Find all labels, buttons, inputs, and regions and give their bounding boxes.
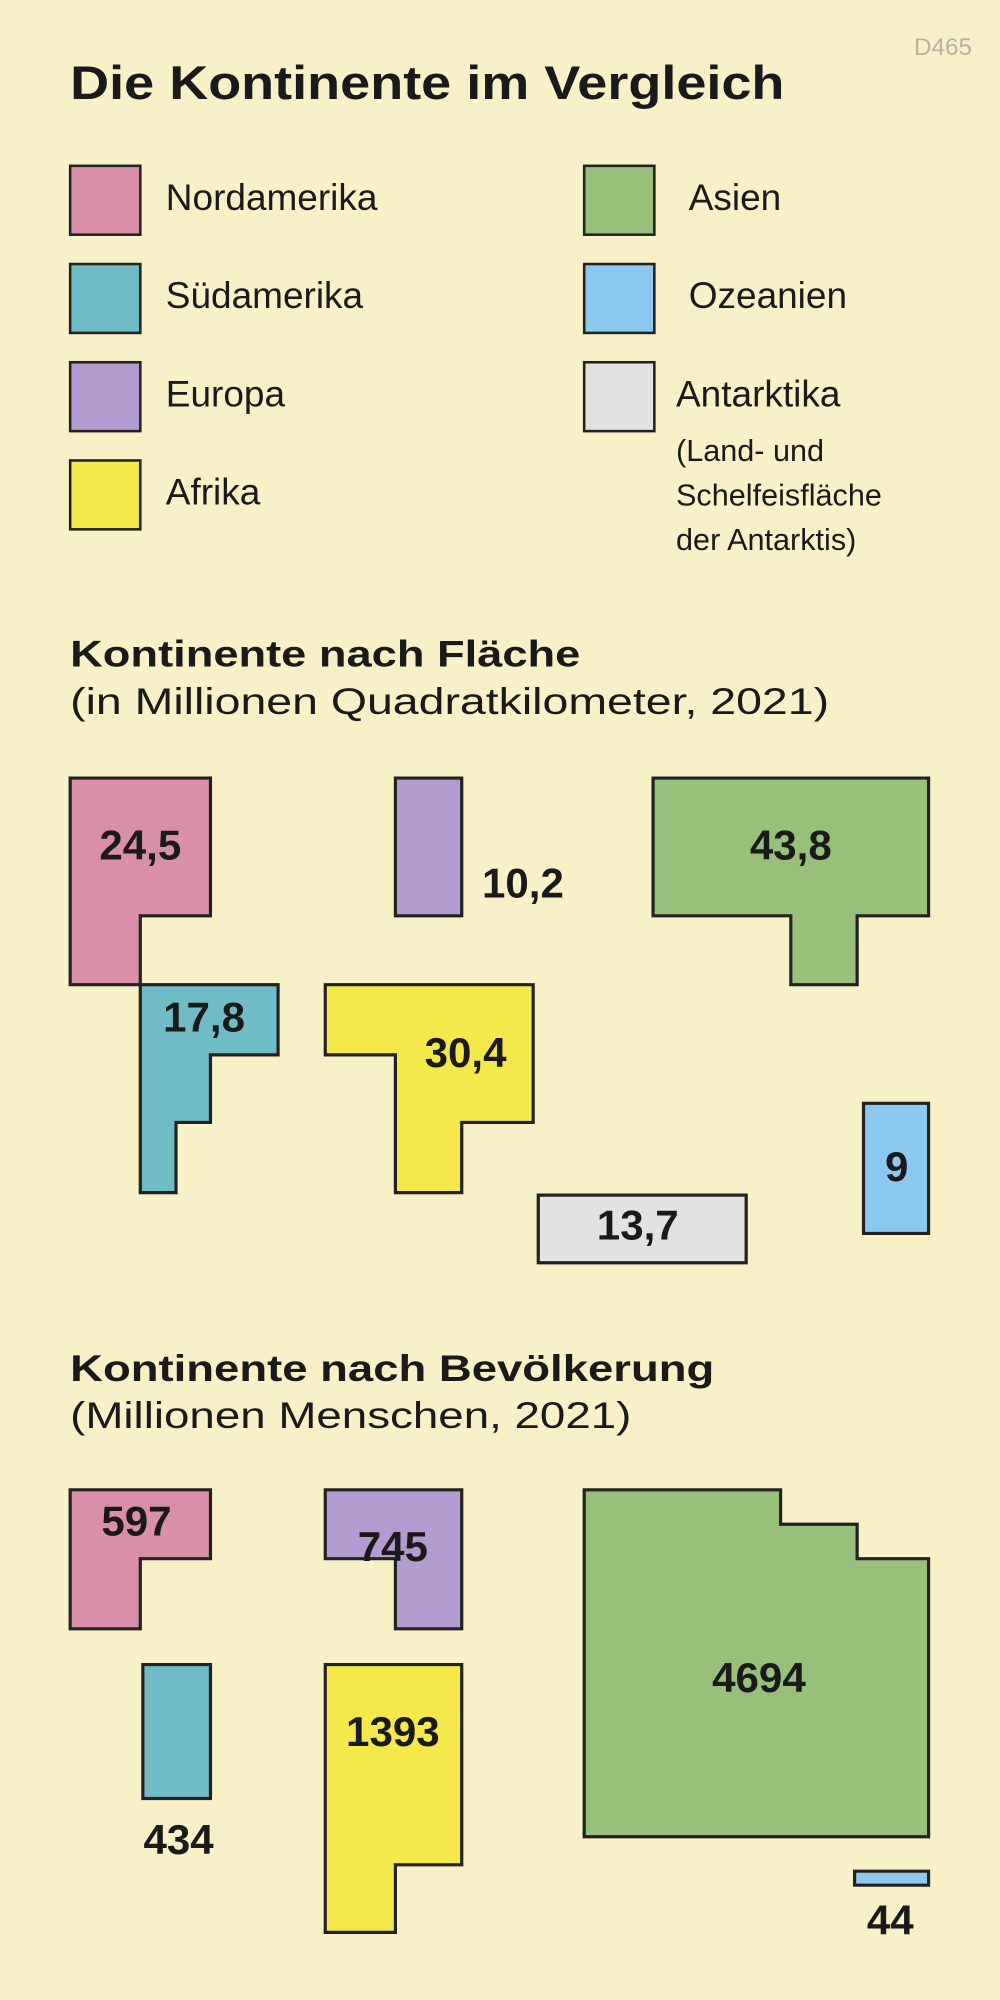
legend-label: Asien — [689, 177, 781, 218]
legend-label: Europa — [166, 373, 286, 414]
value-label: 43,8 — [750, 821, 832, 868]
value-label: 597 — [101, 1497, 171, 1544]
legend-note: (Land- und — [676, 434, 824, 468]
legend-swatch — [68, 262, 142, 335]
chart-subtitle: (Millionen Menschen, 2021) — [70, 1395, 631, 1436]
value-label: 24,5 — [99, 821, 181, 868]
legend-swatch — [582, 262, 656, 335]
continent-shape — [393, 776, 464, 918]
continent-shape — [323, 1488, 464, 1631]
legend-label: Afrika — [166, 472, 261, 513]
chart-subtitle: (in Millionen Quadratkilometer, 2021) — [70, 681, 829, 722]
value-label: 745 — [358, 1523, 428, 1570]
value-label: 4694 — [712, 1654, 806, 1701]
continent-shape — [68, 776, 213, 987]
continent-shape — [582, 1488, 931, 1839]
continent-shape — [852, 1869, 931, 1887]
legend-swatch — [68, 360, 142, 433]
value-label: 13,7 — [597, 1201, 679, 1248]
continent-shape — [651, 776, 931, 987]
chart-title: Kontinente nach Fläche — [70, 634, 580, 675]
legend-label: Nordamerika — [166, 177, 378, 218]
continent-shape — [861, 1101, 931, 1236]
legend-swatch — [582, 360, 656, 433]
legend-label: Ozeanien — [689, 275, 847, 316]
value-label: 30,4 — [425, 1029, 507, 1076]
value-label: 44 — [867, 1897, 914, 1944]
continent-shape — [138, 983, 280, 1195]
value-label: 434 — [143, 1816, 214, 1863]
continent-shape — [68, 1488, 213, 1631]
continent-shape — [141, 1662, 213, 1801]
code: D465 — [914, 34, 972, 61]
value-label: 9 — [885, 1143, 908, 1190]
legend-note: der Antarktis) — [676, 523, 856, 557]
chart-title: Kontinente nach Bevölkerung — [70, 1348, 714, 1389]
legend-label: Südamerika — [166, 275, 364, 316]
continent-shape — [323, 1662, 464, 1934]
main-title: Die Kontinente im Vergleich — [70, 57, 784, 110]
legend-swatch — [582, 164, 656, 236]
legend-swatch — [68, 164, 142, 236]
value-label: 10,2 — [482, 860, 564, 907]
value-label: 1393 — [346, 1708, 440, 1755]
value-label: 17,8 — [163, 994, 245, 1041]
legend-label: Antarktika — [676, 373, 841, 414]
legend-note: Schelfeisfläche — [676, 479, 882, 513]
continent-shape — [323, 983, 535, 1195]
continent-shape — [536, 1193, 748, 1265]
legend-swatch — [68, 459, 142, 531]
